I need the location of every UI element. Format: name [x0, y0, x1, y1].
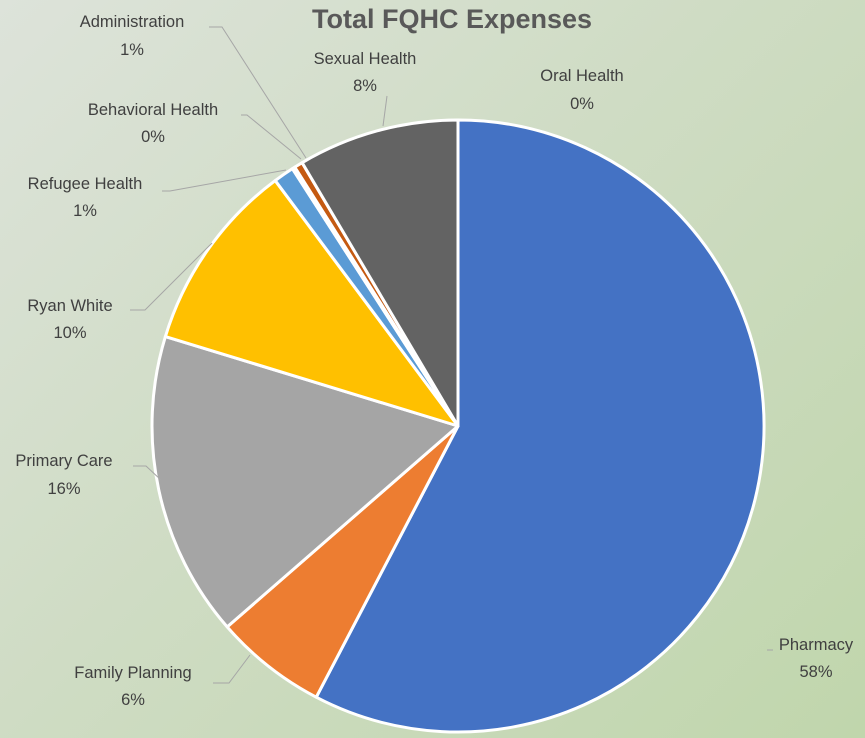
- chart-title: Total FQHC Expenses: [312, 4, 592, 34]
- slice-percent-primary-care: 16%: [47, 480, 80, 498]
- slice-label-ryan-white: Ryan White: [27, 297, 112, 315]
- leader-line-administration: [209, 26, 307, 159]
- slice-percent-sexual-health: 8%: [353, 77, 377, 95]
- slice-label-pharmacy: Pharmacy: [779, 636, 854, 654]
- slice-percent-administration: 1%: [120, 41, 144, 59]
- slice-percent-oral-health: 0%: [570, 95, 594, 113]
- slice-percent-pharmacy: 58%: [799, 663, 832, 681]
- pie-slice-primary-care: [150, 335, 460, 629]
- slice-percent-behavioral-health: 0%: [141, 128, 165, 146]
- leader-line-refugee-health: [162, 169, 287, 192]
- slice-label-refugee-health: Refugee Health: [28, 175, 143, 193]
- leader-line-family-planning: [213, 654, 251, 684]
- slice-label-behavioral-health: Behavioral Health: [88, 101, 218, 119]
- pie-slice-sexual-health: [300, 118, 460, 428]
- slice-label-administration: Administration: [80, 13, 185, 31]
- leader-line-primary-care: [133, 465, 162, 481]
- slice-percent-family-planning: 6%: [121, 691, 145, 709]
- slice-percent-ryan-white: 10%: [53, 324, 86, 342]
- pie-slices: [150, 118, 766, 734]
- slice-label-oral-health: Oral Health: [540, 67, 623, 85]
- slice-label-primary-care: Primary Care: [15, 452, 112, 470]
- leader-line-sexual-health: [382, 95, 388, 127]
- slice-percent-refugee-health: 1%: [73, 202, 97, 220]
- leader-lines: [130, 26, 773, 684]
- data-labels: Pharmacy 58% Family Planning 6% Primary Care…: [15, 13, 853, 709]
- pie-slice-ryan-white: [163, 179, 460, 428]
- slice-label-sexual-health: Sexual Health: [314, 50, 417, 68]
- pie-slice-pharmacy: [314, 118, 766, 734]
- leader-line-behavioral-health: [241, 114, 302, 160]
- slice-label-family-planning: Family Planning: [74, 664, 191, 682]
- leader-line-ryan-white: [130, 242, 213, 311]
